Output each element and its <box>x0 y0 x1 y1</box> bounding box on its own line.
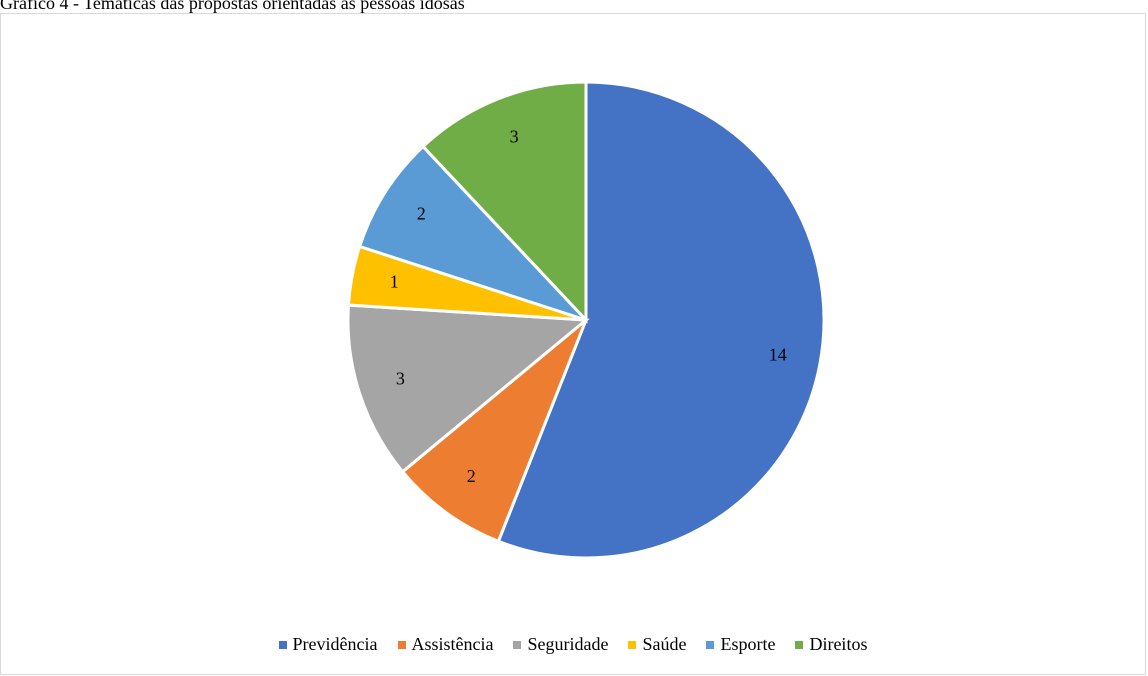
legend-label-saude: Saúde <box>642 634 687 654</box>
legend-label-seguridade: Seguridade <box>527 634 609 654</box>
pie-chart: 14 2 3 1 2 3 <box>346 80 826 560</box>
chart-area: 14 2 3 1 2 3 Previdência Assistência Seguridade… <box>0 13 1146 675</box>
legend-item-previdencia: Previdência <box>278 634 378 655</box>
data-label-seguridade: 3 <box>396 368 405 388</box>
pie-slice-assistencia <box>400 318 588 544</box>
figure-caption: Gráfico 4 - Temáticas das propostas orie… <box>0 0 465 13</box>
legend-item-assistencia: Assistência <box>397 634 494 655</box>
pie-slice-esporte <box>357 144 588 322</box>
legend-swatch-esporte <box>706 640 715 649</box>
legend-label-assistencia: Assistência <box>411 634 494 654</box>
chart-legend: Previdência Assistência Seguridade Saúde Esp… <box>1 634 1145 655</box>
legend-swatch-seguridade <box>513 640 522 649</box>
legend-swatch-previdencia <box>278 640 287 649</box>
data-label-direitos: 3 <box>510 127 519 147</box>
data-label-assistencia: 2 <box>467 466 476 486</box>
legend-label-previdencia: Previdência <box>292 634 378 654</box>
legend-swatch-assistencia <box>397 640 406 649</box>
legend-swatch-direitos <box>795 640 804 649</box>
pie-slice-previdencia <box>496 80 826 560</box>
legend-label-direitos: Direitos <box>809 634 868 654</box>
legend-item-saude: Saúde <box>628 634 686 655</box>
pie-slice-direitos <box>420 80 588 324</box>
legend-swatch-saude <box>628 640 637 649</box>
legend-item-esporte: Esporte <box>706 634 775 655</box>
pie-slice-seguridade <box>346 303 590 474</box>
data-label-esporte: 2 <box>417 204 426 224</box>
legend-label-esporte: Esporte <box>720 634 776 654</box>
data-label-previdencia: 14 <box>769 345 787 365</box>
legend-item-seguridade: Seguridade <box>513 634 608 655</box>
data-label-saude: 1 <box>390 272 399 292</box>
legend-item-direitos: Direitos <box>795 634 867 655</box>
